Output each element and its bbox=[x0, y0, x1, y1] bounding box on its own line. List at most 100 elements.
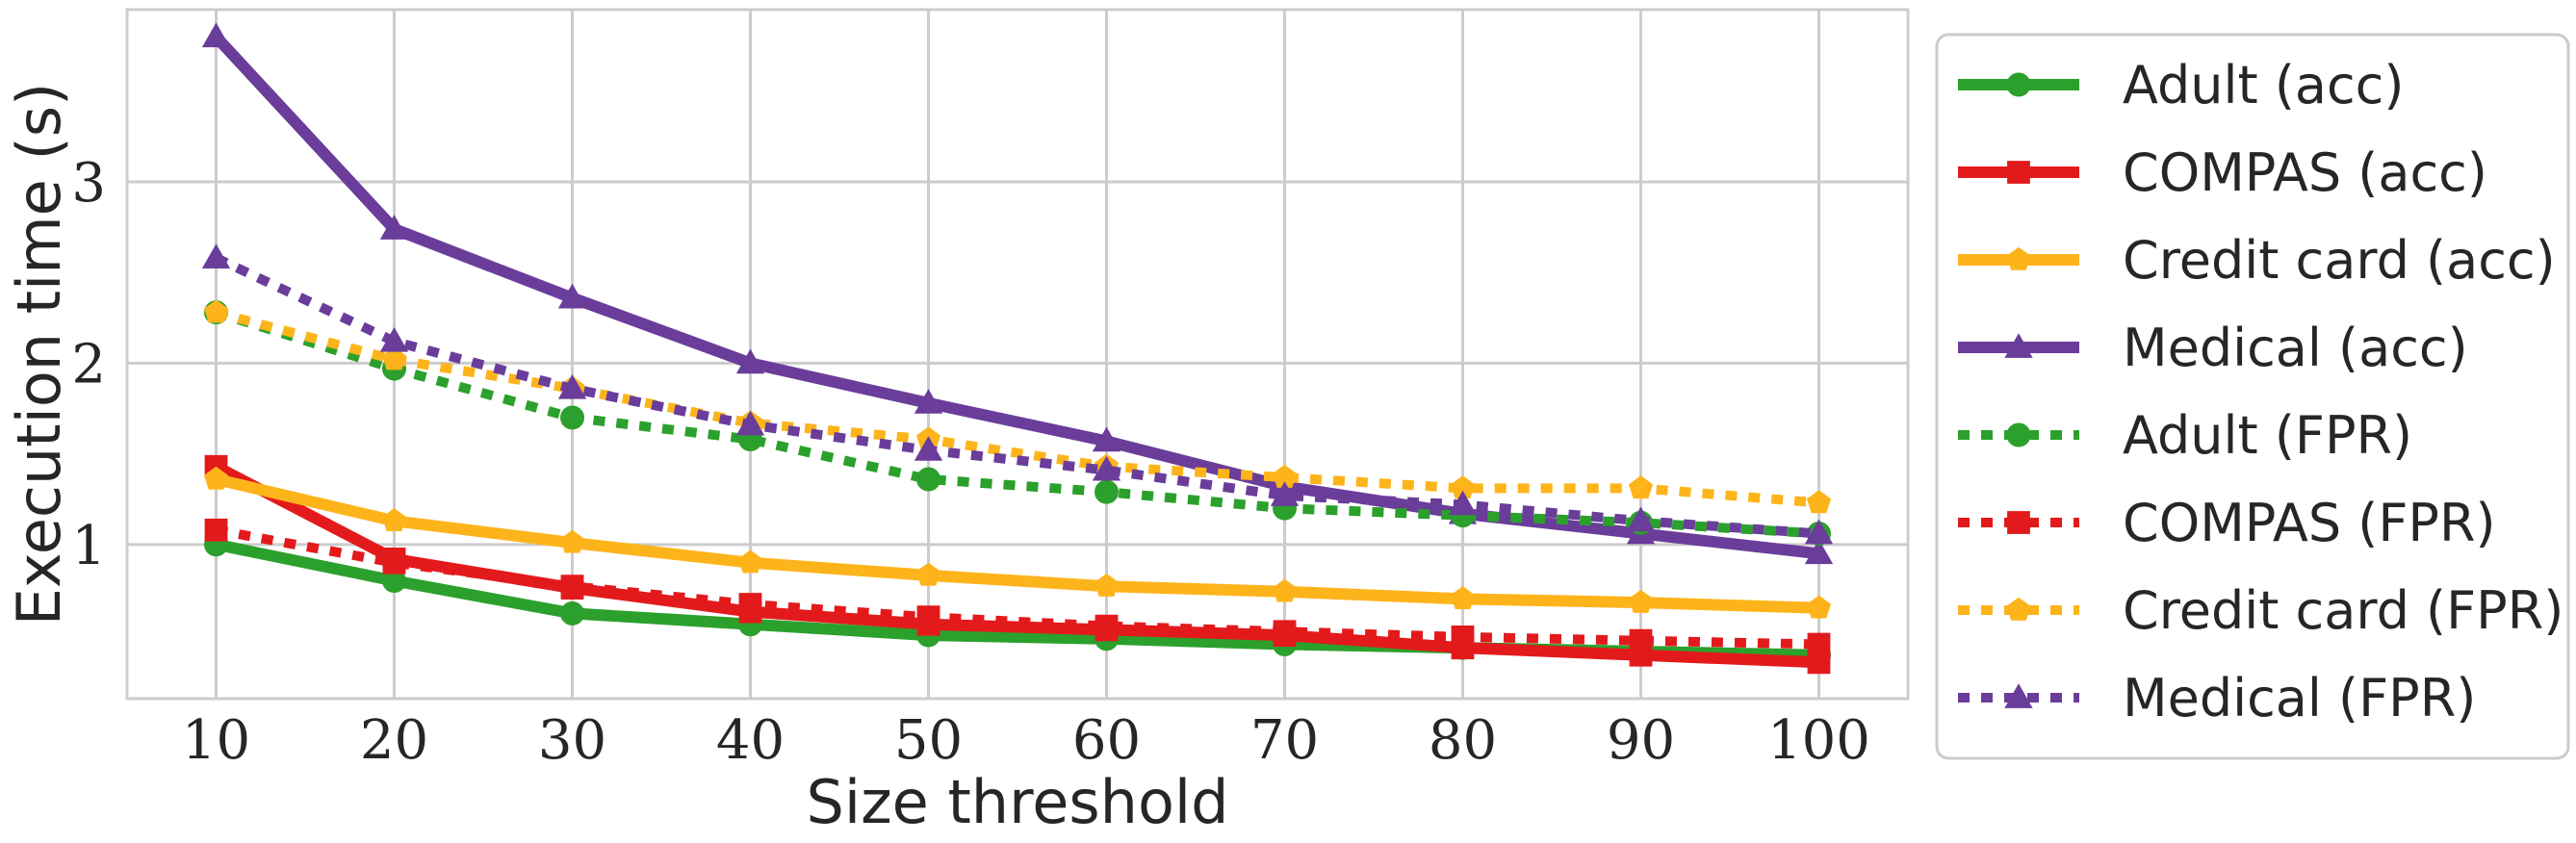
legend-marker bbox=[2004, 333, 2033, 358]
data-point bbox=[737, 549, 763, 574]
data-point bbox=[916, 605, 940, 629]
data-point bbox=[735, 348, 765, 374]
series-line bbox=[215, 524, 1819, 650]
data-point bbox=[204, 518, 228, 542]
data-point bbox=[379, 215, 409, 240]
legend-frame bbox=[1935, 33, 2570, 760]
data-point bbox=[1092, 455, 1121, 481]
data-point bbox=[560, 405, 584, 430]
legend-marker bbox=[2006, 422, 2031, 447]
x-tick-label: 70 bbox=[1250, 709, 1319, 772]
data-point bbox=[1451, 626, 1475, 649]
data-point bbox=[1448, 490, 1478, 516]
series-line bbox=[215, 307, 1819, 508]
series-line bbox=[214, 307, 1819, 539]
legend-label: Credit card (FPR) bbox=[2123, 580, 2563, 641]
legend-label: COMPAS (FPR) bbox=[2123, 493, 2496, 553]
legend-item-medical-acc: Medical (acc) bbox=[1958, 318, 2468, 378]
data-point bbox=[559, 529, 585, 553]
x-tick-label: 80 bbox=[1429, 709, 1497, 772]
legend-item-credit-card-fpr: Credit card (FPR) bbox=[1958, 580, 2563, 641]
legend-marker bbox=[2007, 511, 2030, 534]
x-tick-label: 40 bbox=[716, 709, 785, 772]
data-point bbox=[735, 410, 765, 436]
legend-item-adult-acc: Adult (acc) bbox=[1958, 55, 2404, 115]
data-point bbox=[1806, 595, 1832, 619]
data-point bbox=[1095, 479, 1119, 504]
y-tick-label: 3 bbox=[71, 152, 106, 215]
y-axis-ticks: 1 2 3 bbox=[71, 152, 106, 577]
data-point bbox=[916, 467, 940, 492]
series-line bbox=[213, 461, 1819, 669]
legend-item-credit-card-acc: Credit card (acc) bbox=[1958, 230, 2556, 291]
legend-item-compas-fpr: COMPAS (FPR) bbox=[1958, 493, 2496, 553]
data-point bbox=[1804, 519, 1834, 545]
x-axis-ticks: 10 20 30 40 50 60 70 80 90 100 bbox=[182, 709, 1870, 772]
x-tick-label: 90 bbox=[1607, 709, 1675, 772]
data-point bbox=[201, 22, 231, 48]
legend-item-adult-fpr: Adult (FPR) bbox=[1958, 405, 2412, 466]
data-point bbox=[1629, 628, 1653, 652]
series-compas-fpr bbox=[204, 518, 1831, 656]
data-point bbox=[201, 243, 231, 268]
x-tick-label: 10 bbox=[182, 709, 250, 772]
series-line bbox=[215, 473, 1819, 614]
legend-label: Adult (acc) bbox=[2123, 55, 2404, 115]
legend-marker bbox=[2006, 246, 2031, 270]
legend-marker bbox=[2006, 597, 2031, 621]
legend-label: Medical (acc) bbox=[2123, 318, 2468, 378]
data-point bbox=[1626, 506, 1656, 532]
legend-label: Medical (FPR) bbox=[2123, 668, 2476, 728]
data-point bbox=[1273, 620, 1297, 644]
series-line bbox=[212, 33, 1820, 560]
legend-item-medical-fpr: Medical (FPR) bbox=[1958, 668, 2476, 728]
data-point bbox=[1804, 539, 1834, 565]
series-credit-card-acc bbox=[203, 466, 1832, 619]
data-point bbox=[915, 562, 941, 586]
data-point bbox=[1806, 490, 1832, 514]
data-point bbox=[1094, 573, 1120, 597]
data-point bbox=[1270, 481, 1300, 506]
series-layer bbox=[201, 22, 1834, 675]
data-point bbox=[203, 299, 229, 323]
data-point bbox=[1092, 426, 1121, 452]
data-point bbox=[560, 600, 584, 626]
data-point bbox=[381, 508, 407, 532]
x-tick-label: 50 bbox=[894, 709, 963, 772]
data-point bbox=[914, 389, 943, 414]
data-point bbox=[379, 327, 409, 352]
grid-lines bbox=[127, 10, 1908, 699]
legend-label: Adult (FPR) bbox=[2123, 405, 2412, 466]
y-tick-label: 1 bbox=[71, 515, 106, 577]
legend-item-compas-acc: COMPAS (acc) bbox=[1958, 142, 2487, 203]
data-point bbox=[738, 593, 762, 616]
legend-marker bbox=[2006, 72, 2031, 97]
data-point bbox=[1450, 586, 1476, 610]
plot-frame bbox=[125, 8, 1910, 701]
x-tick-label: 100 bbox=[1767, 709, 1870, 772]
data-point bbox=[1272, 578, 1298, 602]
legend-label: COMPAS (acc) bbox=[2123, 142, 2487, 203]
legend-label: Credit card (acc) bbox=[2123, 230, 2556, 291]
data-point bbox=[914, 436, 943, 461]
legend-marker bbox=[2007, 161, 2030, 184]
x-tick-label: 30 bbox=[538, 709, 606, 772]
data-point bbox=[1095, 614, 1119, 638]
data-point bbox=[560, 575, 584, 599]
legend-marker bbox=[2004, 683, 2033, 708]
data-point bbox=[557, 283, 587, 309]
x-axis-label: Size threshold bbox=[807, 767, 1229, 837]
x-tick-label: 60 bbox=[1072, 709, 1141, 772]
data-point bbox=[1807, 632, 1831, 656]
data-point bbox=[557, 373, 587, 399]
data-point bbox=[1628, 589, 1654, 613]
legend: Adult (acc) COMPAS (acc) Credit card (acc)… bbox=[1935, 33, 2570, 760]
y-tick-label: 2 bbox=[71, 333, 106, 396]
data-point bbox=[382, 550, 406, 575]
series-line bbox=[214, 253, 1819, 539]
data-point bbox=[381, 346, 407, 370]
series-medical-fpr bbox=[201, 243, 1834, 545]
data-point bbox=[1628, 475, 1654, 499]
y-axis-label: Execution time (s) bbox=[4, 83, 74, 626]
